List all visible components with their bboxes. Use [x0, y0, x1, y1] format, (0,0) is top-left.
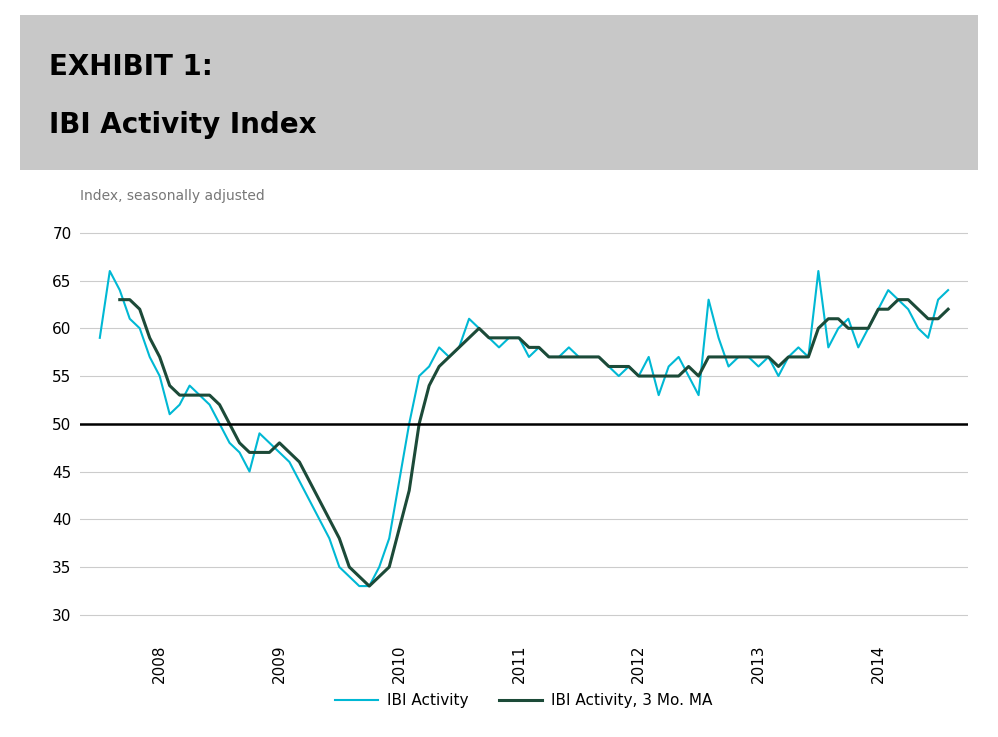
- Text: Index, seasonally adjusted: Index, seasonally adjusted: [80, 189, 264, 203]
- Text: IBI Activity Index: IBI Activity Index: [49, 111, 316, 139]
- Text: EXHIBIT 1:: EXHIBIT 1:: [49, 54, 213, 81]
- Legend: IBI Activity, IBI Activity, 3 Mo. MA: IBI Activity, IBI Activity, 3 Mo. MA: [329, 687, 719, 714]
